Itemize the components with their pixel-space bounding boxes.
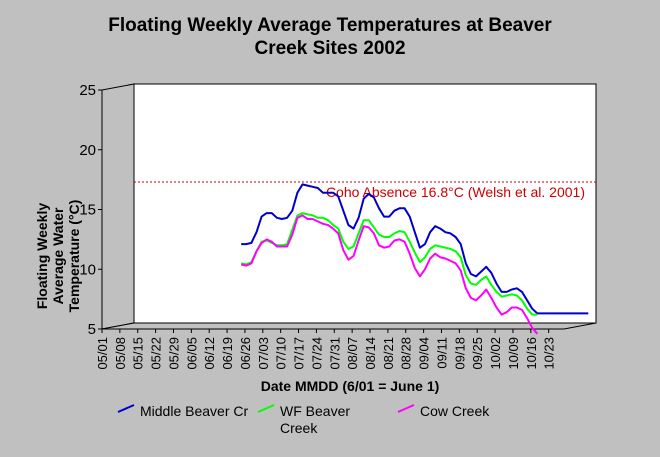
x-tick-label: 05/22 (149, 337, 164, 370)
y-tick-label: 5 (88, 321, 96, 338)
chart-title-line-1: Floating Weekly Average Temperatures at … (108, 15, 552, 36)
legend-label-cow-creek: Cow Creek (420, 403, 490, 419)
x-tick-label: 09/25 (470, 337, 485, 370)
x-tick-label: 10/09 (506, 337, 521, 370)
chart-title: Floating Weekly Average Temperatures at … (0, 14, 660, 60)
x-tick-label: 10/23 (542, 337, 557, 370)
legend-swatch-cow-creek (397, 404, 415, 413)
x-tick-label: 07/24 (309, 337, 324, 370)
y-tick-label: 15 (79, 202, 96, 219)
series-line-1 (241, 183, 589, 315)
x-tick-label: 10/16 (524, 337, 539, 370)
x-tick-label: 10/02 (488, 337, 503, 370)
x-tick-label: 06/26 (238, 337, 253, 370)
y-tick-label: 25 (79, 82, 96, 99)
x-tick-label: 05/29 (166, 337, 181, 370)
plot-back-wall (133, 83, 597, 324)
series-line-2 (240, 212, 538, 316)
x-tick-label: 05/15 (131, 337, 146, 370)
x-tick-label: 08/14 (363, 337, 378, 370)
x-axis-label: Date MMDD (6/01 = June 1) (260, 378, 440, 394)
x-tick-label: 09/04 (417, 337, 432, 370)
y-tick-label: 10 (79, 261, 96, 278)
x-tick-label: 08/07 (345, 337, 360, 370)
x-tick-label: 09/18 (452, 337, 467, 370)
x-tick-label: 05/01 (95, 337, 110, 370)
x-tick-label: 07/10 (274, 337, 289, 370)
x-tick-label: 05/08 (113, 337, 128, 370)
plot-floor (101, 322, 597, 330)
legend-label-middle-beaver: Middle Beaver Cr (140, 403, 249, 419)
x-tick-label: 07/17 (292, 337, 307, 370)
x-tick-label: 06/12 (202, 337, 217, 370)
x-tick-label: 08/28 (399, 337, 414, 370)
series-line-3 (240, 214, 539, 335)
chart-title-line-2: Creek Sites 2002 (254, 38, 406, 59)
legend-swatch-wf-beaver (257, 404, 275, 413)
x-tick-label: 07/31 (327, 337, 342, 370)
x-tick-label: 07/03 (256, 337, 271, 370)
x-tick-label: 08/21 (381, 337, 396, 370)
plot-side-wall (101, 83, 135, 330)
legend-swatch-middle-beaver (117, 404, 135, 413)
x-tick-label: 06/05 (184, 337, 199, 370)
threshold-label: Coho Absence 16.8°C (Welsh et al. 2001) (326, 184, 585, 200)
x-tick-label: 09/11 (434, 337, 449, 369)
legend-label-wf-beaver: WF Beaver Creek (280, 403, 351, 436)
x-tick-label: 06/19 (220, 337, 235, 370)
y-tick-label: 20 (79, 142, 96, 159)
